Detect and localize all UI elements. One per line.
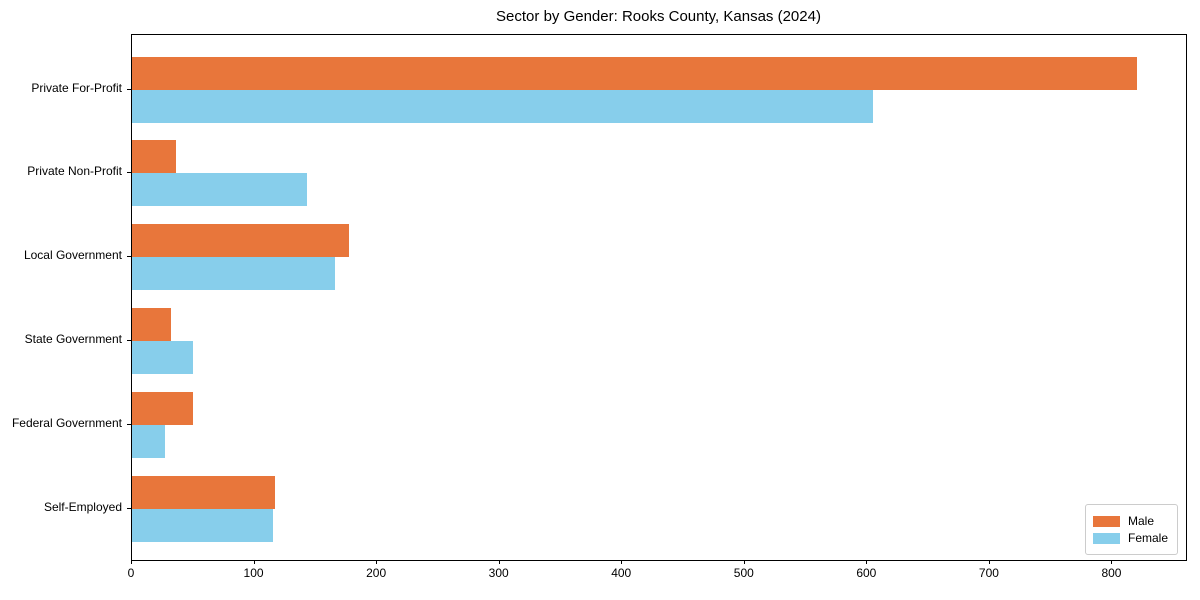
x-tick-mark — [253, 560, 255, 564]
x-tick-mark — [621, 560, 623, 564]
bar-male — [132, 391, 194, 425]
y-tick-mark — [127, 172, 131, 174]
y-tick-label: State Government — [24, 331, 122, 346]
x-tick-label: 700 — [978, 566, 999, 580]
x-tick-label: 100 — [243, 566, 264, 580]
legend-row-female: Female — [1092, 531, 1168, 545]
y-tick-mark — [127, 339, 131, 341]
legend-label-female: Female — [1127, 531, 1168, 545]
x-tick-label: 200 — [366, 566, 387, 580]
x-tick-mark — [988, 560, 990, 564]
x-tick-mark — [866, 560, 868, 564]
y-tick-mark — [127, 423, 131, 425]
x-tick-label: 300 — [488, 566, 509, 580]
bar-male — [132, 56, 1137, 90]
legend: Male Female — [1084, 504, 1178, 555]
bar-male — [132, 224, 349, 258]
legend-row-male: Male — [1092, 514, 1168, 528]
bar-female — [132, 257, 336, 291]
chart-title: Sector by Gender: Rooks County, Kansas (… — [496, 8, 821, 25]
bar-female — [132, 89, 874, 123]
y-tick-mark — [127, 88, 131, 90]
x-tick-label: 500 — [733, 566, 754, 580]
x-tick-mark — [1111, 560, 1113, 564]
y-tick-label: Self-Employed — [43, 499, 122, 514]
y-tick-mark — [127, 256, 131, 258]
bar-female — [132, 173, 308, 207]
legend-swatch-female — [1092, 532, 1120, 544]
bar-female — [132, 340, 194, 374]
legend-label-male: Male — [1127, 514, 1154, 528]
x-tick-label: 0 — [127, 566, 135, 580]
y-tick-label: Private For-Profit — [31, 80, 122, 95]
x-tick-mark — [498, 560, 500, 564]
bar-male — [132, 307, 172, 341]
x-tick-label: 600 — [856, 566, 877, 580]
plot-area: Male Female — [131, 34, 1187, 561]
x-tick-mark — [376, 560, 378, 564]
bar-female — [132, 424, 166, 458]
bar-female — [132, 508, 273, 542]
y-tick-label: Federal Government — [11, 415, 122, 430]
x-tick-mark — [131, 560, 132, 564]
x-tick-label: 400 — [611, 566, 632, 580]
legend-swatch-male — [1092, 515, 1120, 527]
bar-male — [132, 140, 177, 174]
x-tick-label: 800 — [1101, 566, 1122, 580]
y-tick-label: Local Government — [23, 248, 122, 263]
bar-male — [132, 475, 276, 509]
y-tick-label: Private Non-Profit — [27, 164, 122, 179]
y-tick-mark — [127, 507, 131, 509]
x-tick-mark — [743, 560, 745, 564]
